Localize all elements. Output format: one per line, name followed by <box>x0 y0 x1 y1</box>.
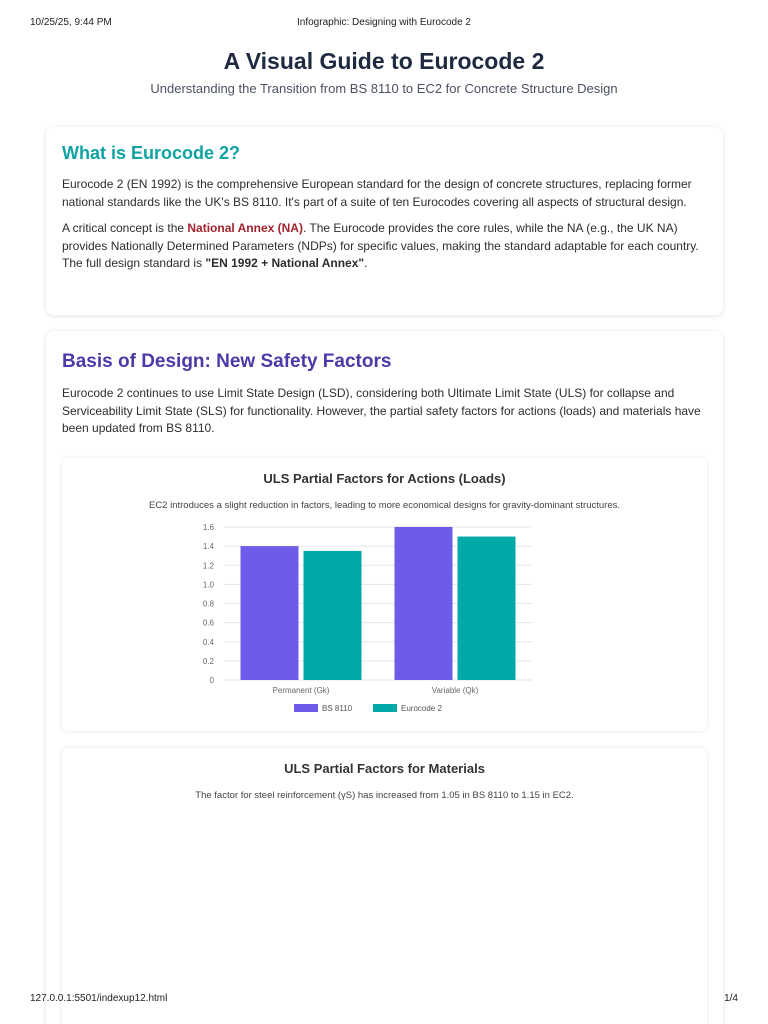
what-is-heading: What is Eurocode 2? <box>62 143 241 163</box>
y-tick-label-7: 1.4 <box>203 542 215 551</box>
para2-start: A critical concept is the <box>62 221 188 235</box>
legend-swatch-0 <box>294 704 318 712</box>
bar-bs-8110-1 <box>394 527 453 680</box>
what-is-eurocode-card: What is Eurocode 2? Eurocode 2 (EN 1992)… <box>46 127 723 315</box>
print-page-number: 1/4 <box>724 993 738 1004</box>
page-subtitle: Understanding the Transition from BS 811… <box>150 81 618 96</box>
materials-chart-title: ULS Partial Factors for Materials <box>284 761 485 776</box>
actions-chart-card: ULS Partial Factors for Actions (Loads) … <box>62 458 707 731</box>
para2-middle: . The Eurocode provides the core rules, … <box>62 221 699 270</box>
bar-eurocode-2-1 <box>457 536 516 680</box>
y-tick-label-8: 1.6 <box>203 523 215 532</box>
national-annex-term: National Annex (NA) <box>187 221 303 235</box>
y-tick-label-3: 0.6 <box>203 619 215 628</box>
bar-eurocode-2-0 <box>303 550 362 680</box>
what-is-paragraph-1: Eurocode 2 (EN 1992) is the comprehensiv… <box>62 177 692 209</box>
materials-chart-card: ULS Partial Factors for Materials The fa… <box>62 748 707 1024</box>
y-tick-label-6: 1.2 <box>203 561 215 570</box>
legend-label-0: BS 8110 <box>322 704 353 713</box>
basis-of-design-card: Basis of Design: New Safety Factors Euro… <box>46 331 723 1024</box>
x-tick-label-1: Variable (Qk) <box>432 686 479 695</box>
actions-bar-chart: 0 0.2 0.4 0.6 0.8 1.0 1.2 1.4 1.6 Permanent (Gk) V… <box>203 523 532 713</box>
print-footer: 127.0.0.1:5501/indexup12.html 1/4 <box>30 993 738 1007</box>
print-doc-title: Infographic: Designing with Eurocode 2 <box>297 17 471 28</box>
y-tick-label-2: 0.4 <box>203 638 215 647</box>
design-standard-formula: "EN 1992 + National Annex" <box>205 256 365 270</box>
y-tick-label-0: 0 <box>210 676 215 685</box>
actions-chart-caption: EC2 introduces a slight reduction in fac… <box>148 500 620 511</box>
legend-swatch-1 <box>373 704 397 712</box>
print-header: 10/25/25, 9:44 PM Infographic: Designing… <box>30 17 738 31</box>
y-tick-label-1: 0.2 <box>203 657 215 666</box>
print-date: 10/25/25, 9:44 PM <box>30 17 112 28</box>
actions-chart-title: ULS Partial Factors for Actions (Loads) <box>263 471 506 486</box>
print-url: 127.0.0.1:5501/indexup12.html <box>30 993 168 1004</box>
bar-bs-8110-0 <box>240 546 299 680</box>
what-is-paragraph-2: A critical concept is the National Annex… <box>62 220 707 273</box>
y-tick-label-5: 1.0 <box>203 580 215 589</box>
basis-paragraph: Eurocode 2 continues to use Limit State … <box>62 386 701 435</box>
legend-label-1: Eurocode 2 <box>401 704 442 713</box>
x-tick-label-0: Permanent (Gk) <box>273 686 330 695</box>
para2-end: . <box>364 256 368 270</box>
basis-heading: Basis of Design: New Safety Factors <box>62 351 392 372</box>
page-title: A Visual Guide to Eurocode 2 <box>223 48 545 74</box>
y-tick-label-4: 0.8 <box>203 600 215 609</box>
materials-chart-caption: The factor for steel reinforcement (γS) … <box>195 790 574 801</box>
